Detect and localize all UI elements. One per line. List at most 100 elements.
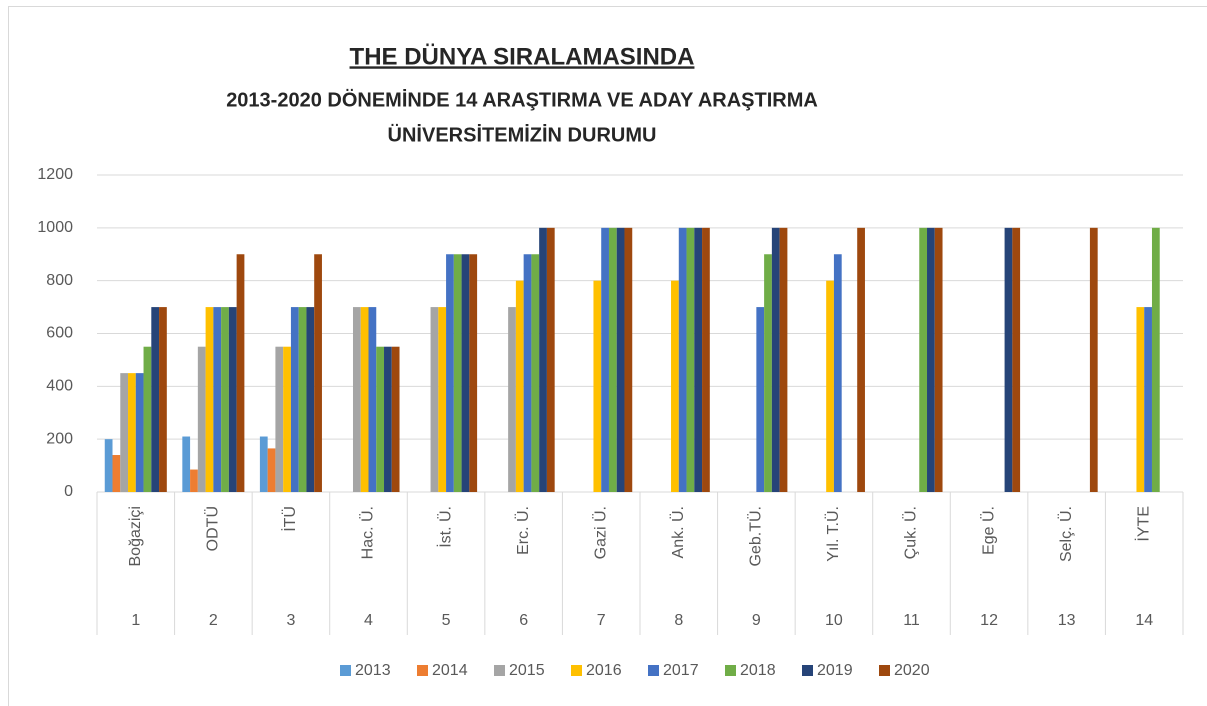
bar xyxy=(352,307,361,492)
bar xyxy=(756,307,765,492)
legend-label: 2018 xyxy=(740,662,776,679)
legend-label: 2013 xyxy=(355,662,391,679)
bar xyxy=(702,227,710,493)
bar xyxy=(539,227,547,493)
x-group-label: 5 xyxy=(442,612,451,629)
bar xyxy=(927,227,935,493)
bar xyxy=(190,469,198,492)
bar xyxy=(143,346,152,492)
bar xyxy=(259,436,268,492)
bar xyxy=(601,227,609,493)
x-group-label: 4 xyxy=(364,612,373,629)
x-group-label: 12 xyxy=(980,612,998,629)
y-tick-label: 0 xyxy=(64,483,73,500)
bar xyxy=(1144,307,1152,492)
bar xyxy=(608,227,617,493)
bar xyxy=(159,307,167,492)
bar xyxy=(779,227,788,493)
bar xyxy=(624,227,633,493)
bar xyxy=(182,436,191,492)
legend-label: 2014 xyxy=(432,662,468,679)
x-group-label: 7 xyxy=(597,612,606,629)
bar xyxy=(298,307,307,492)
bar xyxy=(826,280,834,492)
bar xyxy=(376,346,385,492)
bar xyxy=(531,254,540,492)
bar xyxy=(686,227,695,493)
x-group-label: 1 xyxy=(131,612,140,629)
chart-subtitle: ÜNİVERSİTEMİZİN DURUMU xyxy=(388,123,657,146)
legend-swatch xyxy=(879,665,890,676)
bar xyxy=(1089,227,1098,493)
bar xyxy=(453,254,462,492)
bar xyxy=(275,346,284,492)
y-tick-label: 800 xyxy=(46,272,73,289)
x-group-label: 8 xyxy=(674,612,683,629)
bar xyxy=(461,254,470,492)
x-group-label: 9 xyxy=(752,612,761,629)
bar xyxy=(306,307,315,492)
x-tick-label: Selç. Ü. xyxy=(1057,506,1075,562)
bar xyxy=(205,307,214,492)
x-group-label: 6 xyxy=(519,612,528,629)
bar xyxy=(1004,227,1013,493)
bar xyxy=(314,254,322,492)
x-tick-label: İst. Ü. xyxy=(435,506,454,548)
bar xyxy=(857,227,865,493)
bar xyxy=(469,254,478,492)
y-tick-label: 600 xyxy=(46,325,73,342)
legend-label: 2016 xyxy=(586,662,622,679)
x-tick-label: Geb.TÜ. xyxy=(747,506,765,566)
bar xyxy=(616,227,625,493)
bar xyxy=(213,307,222,492)
bar xyxy=(446,254,454,492)
bar xyxy=(221,307,229,492)
bar xyxy=(671,280,679,492)
bar xyxy=(104,439,113,492)
bar xyxy=(934,227,943,493)
x-tick-label: Çuk. Ü. xyxy=(902,506,920,559)
bar xyxy=(112,455,121,492)
bar xyxy=(438,307,447,492)
bar xyxy=(593,280,602,492)
legend-swatch xyxy=(340,665,351,676)
bar xyxy=(515,280,524,492)
bar xyxy=(290,307,299,492)
legend-label: 2017 xyxy=(663,662,699,679)
bar xyxy=(368,307,377,492)
x-tick-label: Boğaziçi xyxy=(127,506,144,566)
bar xyxy=(678,227,687,493)
legend-swatch xyxy=(417,665,428,676)
y-tick-label: 200 xyxy=(46,430,73,447)
x-tick-label: Ege Ü. xyxy=(979,506,997,555)
x-tick-label: İTÜ xyxy=(280,506,299,532)
bar xyxy=(1136,307,1145,492)
bar xyxy=(508,307,516,492)
bar xyxy=(267,448,276,492)
x-tick-label: ODTÜ xyxy=(204,506,222,551)
x-group-label: 11 xyxy=(903,612,920,629)
bar xyxy=(135,373,144,492)
x-tick-label: Yıl. T.Ü. xyxy=(824,506,842,562)
x-group-label: 2 xyxy=(209,612,218,629)
bar xyxy=(128,373,136,492)
bar xyxy=(764,254,772,492)
bar xyxy=(771,227,780,493)
x-group-label: 13 xyxy=(1058,612,1076,629)
x-tick-label: Ank. Ü. xyxy=(669,506,687,558)
bar xyxy=(197,346,206,492)
legend-label: 2020 xyxy=(894,662,930,679)
bar xyxy=(283,346,291,492)
bar xyxy=(120,373,129,492)
bar xyxy=(430,307,439,492)
legend-swatch xyxy=(648,665,659,676)
bar xyxy=(236,254,245,492)
x-tick-label: İYTE xyxy=(1133,506,1152,542)
legend-label: 2015 xyxy=(509,662,545,679)
y-tick-label: 400 xyxy=(46,378,73,395)
bar xyxy=(360,307,369,492)
legend-swatch xyxy=(725,665,736,676)
bar xyxy=(833,254,842,492)
bar xyxy=(228,307,237,492)
